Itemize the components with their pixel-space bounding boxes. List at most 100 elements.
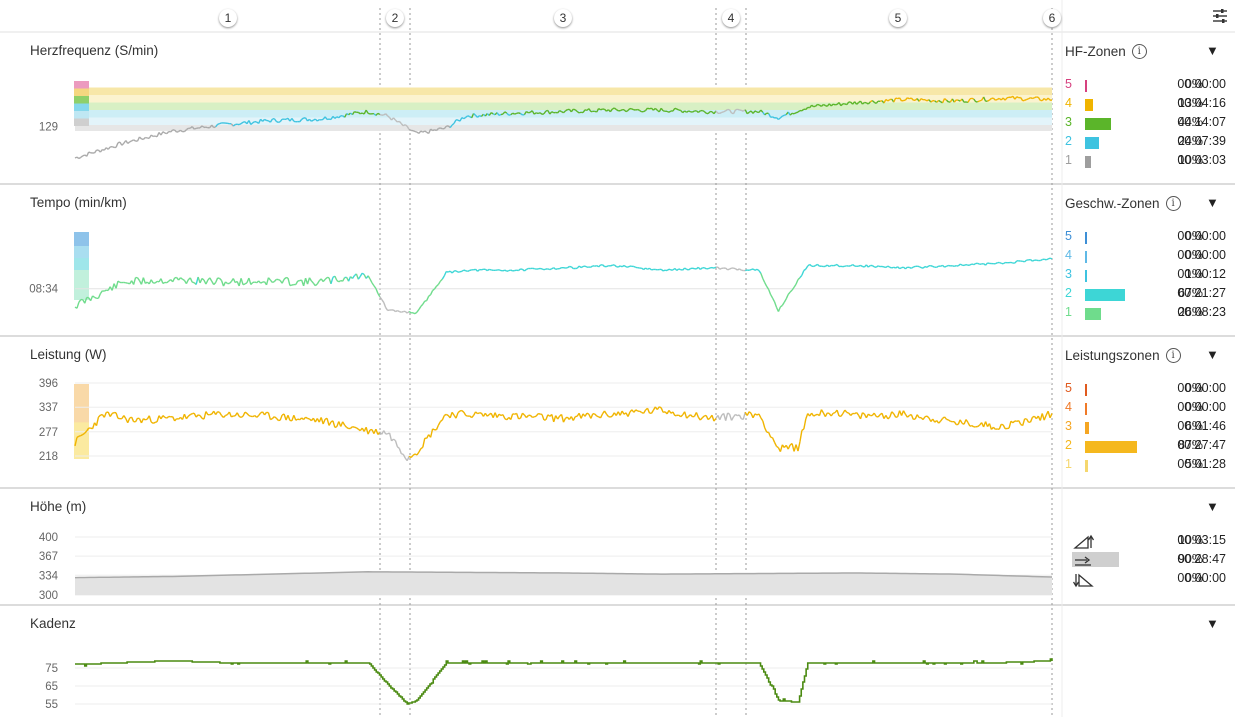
power-line-segment [799, 430, 803, 443]
pace-line-segment [602, 264, 605, 268]
hr-line-segment [131, 139, 134, 142]
power-line-segment [943, 416, 948, 420]
power-line-segment [603, 410, 608, 415]
info-icon[interactable]: i [1165, 196, 1181, 211]
pace-line-segment [797, 277, 801, 281]
power-line-segment [498, 413, 502, 417]
zone-time: 00:27:47 [1177, 438, 1226, 452]
pace-line-segment [447, 270, 451, 273]
hr-line-segment [121, 142, 125, 146]
hr-line-segment [893, 97, 897, 103]
power-line-segment [172, 416, 176, 422]
info-icon[interactable]: i [1165, 348, 1181, 363]
zone-bar [1085, 232, 1087, 244]
pace-line-segment [142, 277, 147, 284]
zone-row: 4 0% 00:00:00 [1065, 400, 1230, 419]
hr-line-segment [654, 107, 658, 111]
hr-line-segment [823, 103, 826, 107]
hr-line-segment [737, 108, 740, 111]
hr-line-segment [518, 112, 521, 115]
power-line-segment [305, 416, 308, 419]
expand-toggle[interactable]: ▼ [1206, 499, 1219, 514]
hr-line-segment [293, 120, 296, 123]
hr-line-segment [918, 98, 922, 102]
lap-marker[interactable]: 1 [219, 9, 237, 27]
elevation-time: 00:28:47 [1177, 552, 1226, 566]
zone-percent: 5% [1184, 457, 1203, 471]
power-line-segment [525, 415, 529, 419]
pace-line-segment [871, 264, 875, 268]
power-line-segment [367, 429, 371, 435]
zone-time: 00:21:27 [1177, 286, 1226, 300]
hr-line-segment [422, 130, 426, 133]
hr-line-segment [473, 112, 477, 116]
y-tick-label: 65 [45, 681, 58, 693]
info-icon[interactable]: i [1131, 44, 1147, 59]
power-line-segment [154, 421, 158, 424]
lap-marker[interactable]: 4 [722, 9, 740, 27]
uphill-icon [1073, 534, 1095, 549]
pace-line-segment [484, 268, 488, 272]
zone-percent: 0% [1184, 381, 1203, 395]
zone-time: 00:01:28 [1177, 457, 1226, 471]
hr-line-segment [676, 108, 680, 111]
pace-line-segment [733, 267, 736, 270]
hr-line-segment [576, 110, 580, 114]
pace-line-segment [903, 266, 906, 270]
power-line-segment [910, 414, 914, 420]
pace-line-segment [228, 281, 232, 285]
pace-line-segment [426, 295, 430, 301]
hr-line-segment [346, 113, 349, 116]
hr-line-segment [627, 108, 631, 111]
pace-line-segment [215, 277, 219, 283]
power-line-segment [881, 412, 885, 419]
power-line-segment [287, 414, 291, 421]
lap-marker[interactable]: 6 [1043, 9, 1061, 27]
lap-marker[interactable]: 5 [889, 9, 907, 27]
pace-line-segment [222, 281, 227, 287]
pace-line-segment [555, 268, 558, 271]
hr-line-segment [80, 155, 84, 158]
pace-line-segment [89, 295, 94, 302]
expand-toggle[interactable]: ▼ [1206, 195, 1219, 210]
hr-line-segment [998, 97, 1002, 101]
pace-line-segment [590, 265, 594, 268]
power-line-segment [737, 414, 740, 417]
lap-marker[interactable]: 2 [386, 9, 404, 27]
power-line-segment [948, 419, 951, 422]
pace-line-segment [76, 301, 80, 309]
pace-line-segment [662, 269, 666, 272]
power-line-segment [695, 412, 699, 418]
power-line-segment [547, 414, 551, 417]
hr-line-segment [367, 112, 371, 115]
power-line-segment [346, 426, 349, 430]
pace-line-segment [760, 273, 764, 279]
power-line-segment [441, 415, 445, 421]
power-line-segment [707, 417, 711, 421]
zone-row: 2 24% 00:07:39 [1065, 134, 1230, 153]
settings-icon[interactable] [1212, 8, 1228, 24]
power-line-segment [504, 418, 508, 421]
pace-line-segment [674, 267, 678, 271]
expand-toggle[interactable]: ▼ [1206, 616, 1219, 631]
power-line-segment [891, 411, 895, 415]
pace-line-segment [1014, 260, 1018, 264]
hr-line-segment [240, 121, 244, 125]
hr-line-segment [692, 110, 695, 113]
pace-line-segment [117, 280, 121, 283]
hr-line-segment [217, 122, 220, 125]
expand-toggle[interactable]: ▼ [1206, 43, 1219, 58]
pace-line-segment [594, 264, 597, 267]
lap-marker[interactable]: 3 [554, 9, 572, 27]
zone-bar [1085, 460, 1088, 472]
hr-line-segment [465, 115, 469, 118]
power-line-segment [408, 455, 412, 459]
expand-toggle[interactable]: ▼ [1206, 347, 1219, 362]
hr-line-segment [549, 111, 553, 115]
pace-line-segment [1043, 258, 1047, 261]
pace-line-segment [132, 277, 137, 285]
pace-line-segment [944, 265, 947, 268]
hr-line-segment [776, 117, 779, 121]
power-line-segment [127, 417, 131, 424]
hr-line-segment [613, 107, 617, 111]
